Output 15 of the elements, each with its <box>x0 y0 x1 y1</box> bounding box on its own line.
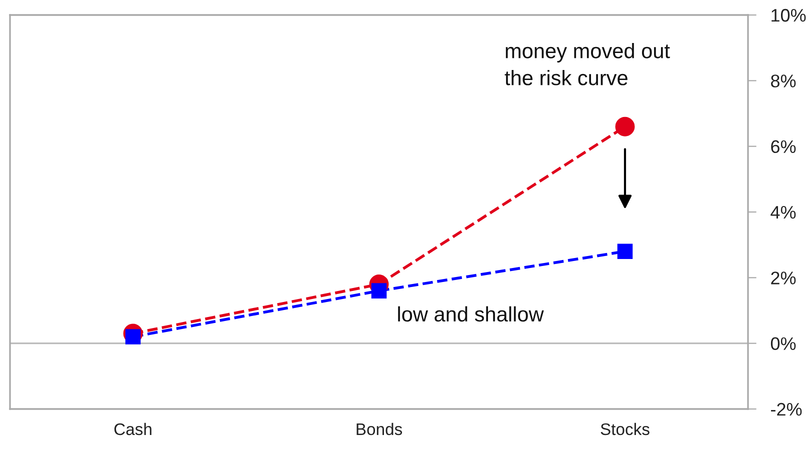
point <box>371 283 387 298</box>
y-tick-label: -2% <box>771 402 802 416</box>
annotation: low and shallow <box>398 306 544 322</box>
y-tick-label: 6% <box>771 140 796 154</box>
point <box>617 244 633 260</box>
point <box>615 116 635 136</box>
y-tick-label: 2% <box>771 272 796 284</box>
y-tick-label: 0% <box>770 337 796 350</box>
x-tick-label: Cash <box>114 422 152 436</box>
y-tick-label: 4% <box>770 206 796 219</box>
x-tick-label: Bonds <box>356 422 402 436</box>
y-tick-label: 8% <box>771 74 796 88</box>
y-tick-label: 10% <box>772 8 806 22</box>
x-tick-label: Stocks <box>600 422 650 436</box>
annotation: money moved out the risk curve <box>504 43 670 86</box>
